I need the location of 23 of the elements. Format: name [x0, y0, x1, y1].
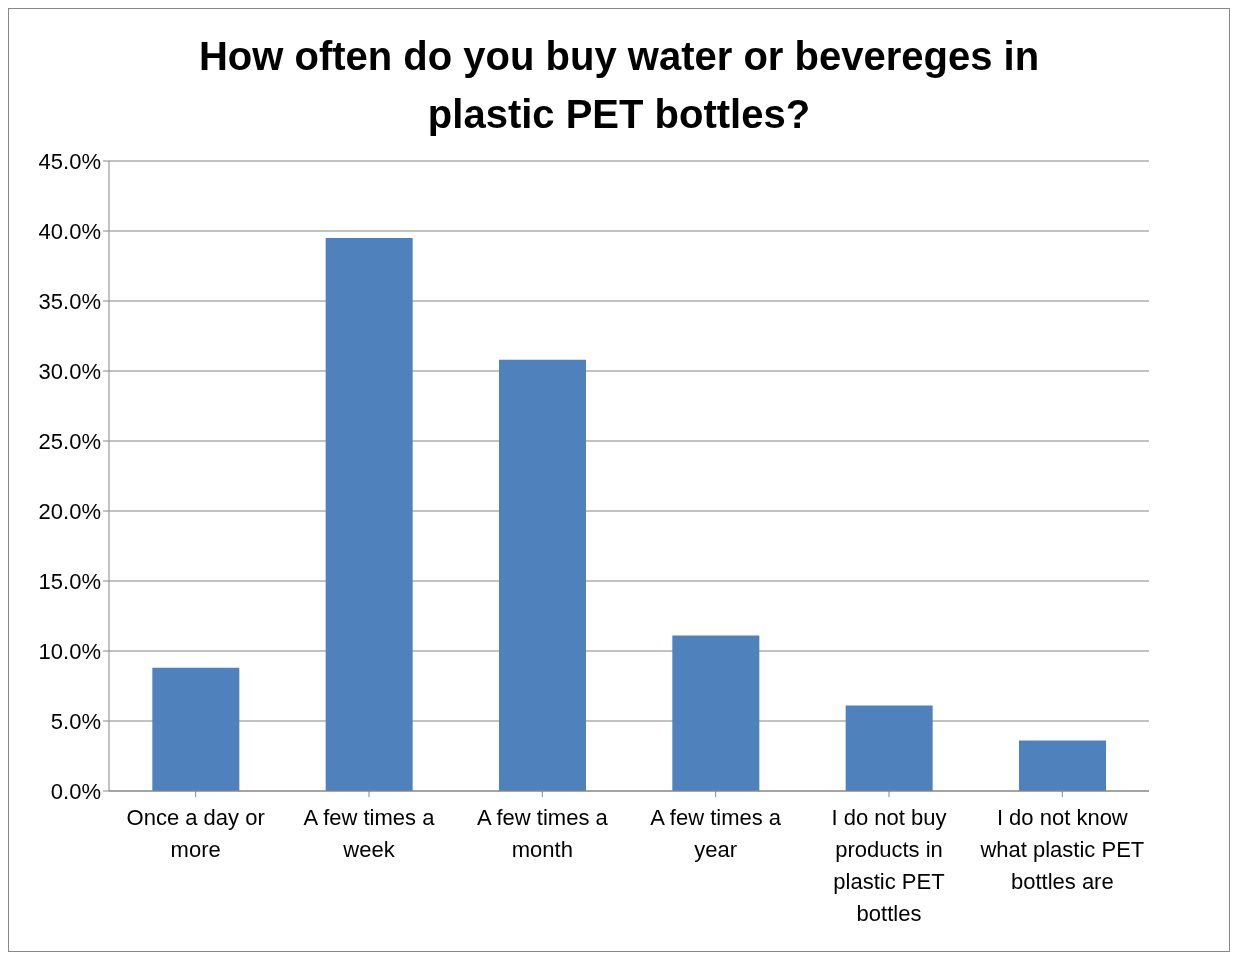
bar — [1019, 740, 1106, 791]
y-tick-label: 5.0% — [50, 708, 101, 734]
y-tick-label: 20.0% — [38, 498, 101, 524]
bar — [672, 635, 760, 791]
x-tick-label: I do not buy products in plastic PET bottles — [831, 805, 947, 926]
x-tick-label: Once a day or more — [126, 805, 265, 862]
x-tick-label: A few times a week — [303, 805, 436, 862]
y-tick-label: 35.0% — [38, 288, 101, 314]
chart-title: How often do you buy water or bevereges in plastic PET bottles? — [197, 33, 1041, 138]
y-tick-label: 15.0% — [38, 568, 101, 594]
bar — [325, 238, 413, 791]
bar — [152, 667, 240, 791]
x-tick-label: I do not know what plastic PET bottles are — [979, 805, 1145, 894]
y-tick-label: 0.0% — [50, 778, 101, 804]
y-tick-label: 40.0% — [38, 218, 101, 244]
bar — [845, 705, 933, 791]
y-tick-label: 25.0% — [38, 428, 101, 454]
bar — [499, 359, 586, 791]
y-tick-label: 10.0% — [38, 638, 101, 664]
y-tick-label: 45.0% — [38, 148, 101, 174]
x-tick-label: A few times a month — [476, 805, 609, 862]
y-tick-label: 30.0% — [38, 358, 101, 384]
x-tick-label: A few times a year — [650, 805, 782, 862]
